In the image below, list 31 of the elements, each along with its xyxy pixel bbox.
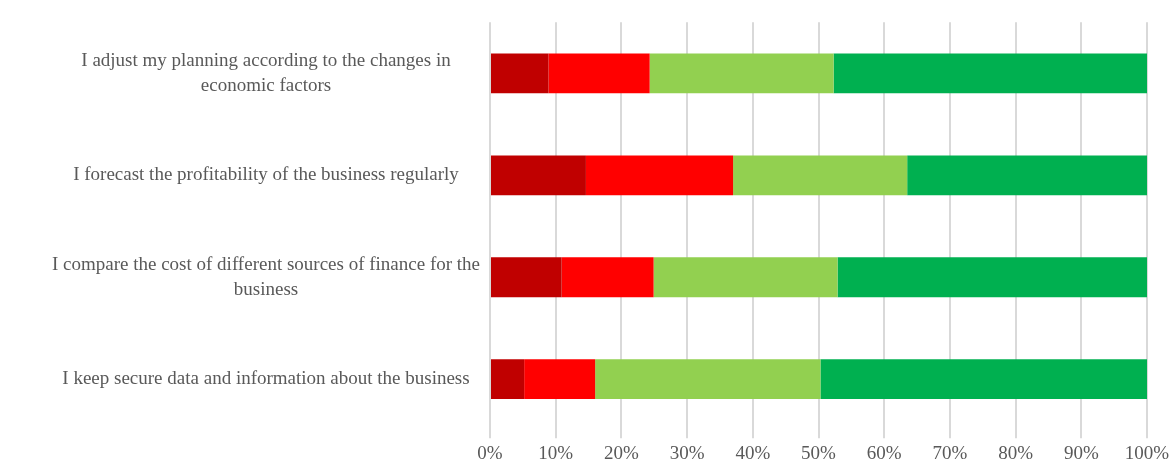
y-tick-label: I forecast the profitability of the business regularly <box>73 163 460 185</box>
bar <box>524 359 596 400</box>
bar <box>833 53 1147 94</box>
bar <box>491 257 562 298</box>
bar <box>733 155 908 196</box>
bar <box>561 257 654 298</box>
x-tick-label: 0% <box>477 441 503 463</box>
x-tick-label: 60% <box>866 441 902 463</box>
x-tick-label: 20% <box>603 441 639 463</box>
y-tick-label: I adjust my planning according to the changes in economic factors <box>81 48 452 95</box>
x-tick-label: 30% <box>669 441 705 463</box>
x-tick-label: 80% <box>998 441 1034 463</box>
bar <box>585 155 734 196</box>
bar <box>491 53 549 94</box>
y-tick-label: I compare the cost of different sources of finance for the business <box>51 252 481 299</box>
x-tick-label: 100% <box>1124 441 1170 463</box>
y-tick-label: I keep secure data and information about the business <box>62 367 470 389</box>
bar <box>820 359 1147 400</box>
bar <box>653 257 838 298</box>
bar <box>907 155 1147 196</box>
x-tick-label: 50% <box>801 441 837 463</box>
bar <box>491 359 525 400</box>
bar <box>649 53 834 94</box>
bar <box>548 53 650 94</box>
x-tick-label: 90% <box>1063 441 1099 463</box>
x-tick-label: 70% <box>932 441 968 463</box>
bar <box>595 359 821 400</box>
bar <box>491 155 586 196</box>
bar <box>837 257 1147 298</box>
x-tick-label: 10% <box>538 441 574 463</box>
x-tick-label: 40% <box>735 441 771 463</box>
